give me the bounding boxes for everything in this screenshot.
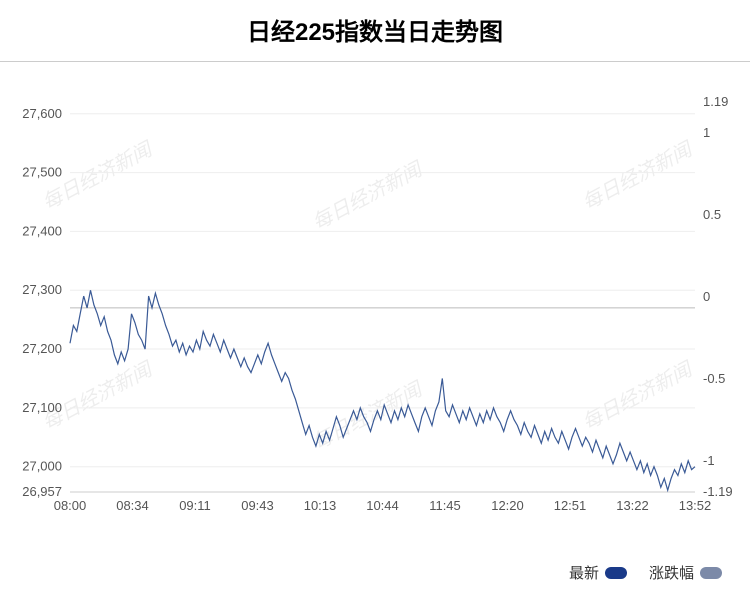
svg-text:26,957: 26,957	[22, 484, 62, 499]
legend-swatch	[605, 567, 627, 579]
svg-text:27,100: 27,100	[22, 400, 62, 415]
svg-text:-0.5: -0.5	[703, 371, 725, 386]
svg-text:0: 0	[703, 289, 710, 304]
svg-text:0.5: 0.5	[703, 207, 721, 222]
svg-text:13:22: 13:22	[616, 498, 649, 513]
line-chart: 每日经济新闻每日经济新闻每日经济新闻每日经济新闻每日经济新闻每日经济新闻26,9…	[0, 62, 750, 557]
legend-item-change: 涨跌幅	[649, 562, 722, 583]
svg-text:1.19: 1.19	[703, 94, 728, 109]
svg-text:-1.19: -1.19	[703, 484, 733, 499]
svg-text:10:44: 10:44	[366, 498, 399, 513]
legend-label: 涨跌幅	[649, 562, 694, 583]
svg-text:13:52: 13:52	[679, 498, 712, 513]
svg-text:27,600: 27,600	[22, 106, 62, 121]
svg-text:08:34: 08:34	[116, 498, 149, 513]
chart-title: 日经225指数当日走势图	[0, 0, 750, 61]
svg-text:10:13: 10:13	[304, 498, 337, 513]
legend: 最新 涨跌幅	[569, 562, 722, 583]
svg-text:-1: -1	[703, 453, 715, 468]
svg-text:27,500: 27,500	[22, 165, 62, 180]
legend-swatch	[700, 567, 722, 579]
svg-text:27,200: 27,200	[22, 341, 62, 356]
svg-text:27,000: 27,000	[22, 459, 62, 474]
svg-text:09:11: 09:11	[179, 498, 211, 513]
svg-text:27,300: 27,300	[22, 282, 62, 297]
legend-label: 最新	[569, 562, 599, 583]
svg-text:27,400: 27,400	[22, 223, 62, 238]
svg-text:11:45: 11:45	[429, 498, 461, 513]
legend-item-latest: 最新	[569, 562, 627, 583]
svg-text:08:00: 08:00	[54, 498, 87, 513]
svg-text:1: 1	[703, 125, 710, 140]
svg-text:12:20: 12:20	[491, 498, 524, 513]
chart-area: 每日经济新闻每日经济新闻每日经济新闻每日经济新闻每日经济新闻每日经济新闻26,9…	[0, 62, 750, 557]
svg-text:12:51: 12:51	[554, 498, 587, 513]
svg-text:09:43: 09:43	[241, 498, 274, 513]
